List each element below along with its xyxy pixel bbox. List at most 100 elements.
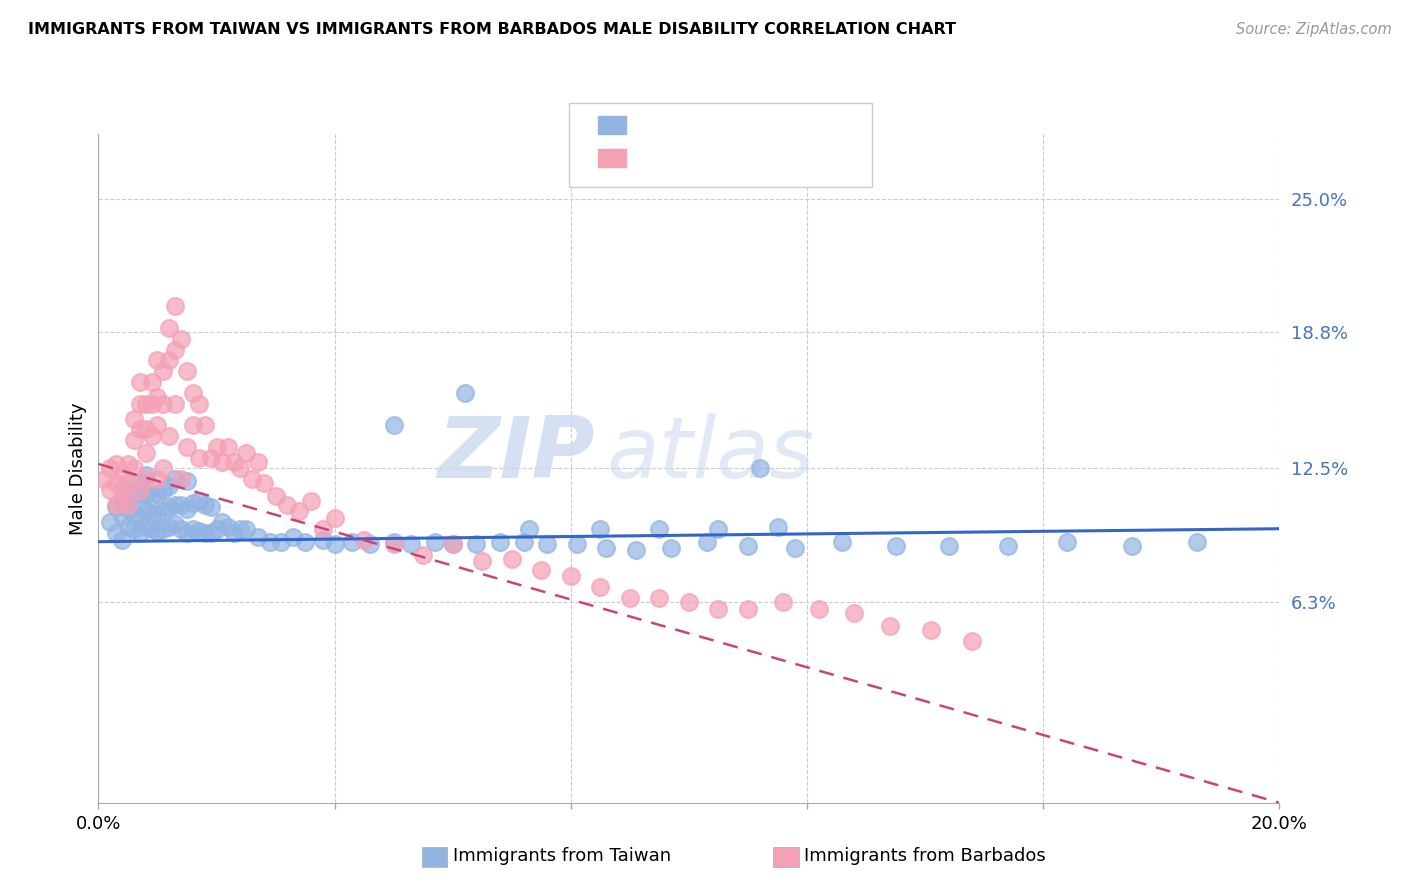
Point xyxy=(128,375,150,389)
Point xyxy=(648,522,671,536)
Point xyxy=(205,440,228,454)
Point xyxy=(595,541,617,556)
Point xyxy=(920,623,942,637)
Point xyxy=(135,472,157,486)
Point xyxy=(489,534,512,549)
Point xyxy=(589,580,612,594)
Point xyxy=(135,519,157,533)
Point xyxy=(141,522,163,536)
Point xyxy=(283,530,305,544)
Point xyxy=(194,418,217,433)
Point xyxy=(807,601,830,615)
Point xyxy=(111,493,134,508)
Point xyxy=(441,537,464,551)
Point xyxy=(135,396,157,410)
Point xyxy=(259,534,281,549)
Point xyxy=(831,534,853,549)
Point xyxy=(187,396,209,410)
Point xyxy=(111,467,134,482)
Point xyxy=(128,511,150,525)
Point xyxy=(1185,534,1208,549)
Point xyxy=(165,472,187,486)
Point xyxy=(211,455,233,469)
Point xyxy=(135,487,157,501)
Point xyxy=(772,595,794,609)
Point xyxy=(240,472,263,486)
Point xyxy=(146,472,169,486)
Point xyxy=(453,385,475,400)
Point xyxy=(122,434,145,448)
Point xyxy=(117,476,139,491)
Point xyxy=(270,534,292,549)
Point xyxy=(187,524,209,538)
Point xyxy=(157,478,180,492)
Point xyxy=(423,534,446,549)
Point xyxy=(165,498,187,512)
Point xyxy=(235,522,257,536)
Point xyxy=(128,396,150,410)
Point xyxy=(165,300,187,314)
Point xyxy=(176,526,198,541)
Point xyxy=(294,534,316,549)
Point xyxy=(217,440,239,454)
Point xyxy=(200,500,222,515)
Point xyxy=(323,537,346,551)
Point xyxy=(111,493,134,508)
Point xyxy=(229,522,252,536)
Point xyxy=(785,541,807,556)
Text: N =: N = xyxy=(734,114,773,132)
Point xyxy=(170,332,193,346)
Point xyxy=(194,526,217,541)
Point xyxy=(157,353,180,368)
Point xyxy=(157,500,180,515)
Point xyxy=(246,455,269,469)
Point xyxy=(165,517,187,532)
Point xyxy=(105,457,128,471)
Point xyxy=(235,446,257,460)
Point xyxy=(135,422,157,436)
Point xyxy=(879,619,901,633)
Point xyxy=(512,534,534,549)
Point xyxy=(157,429,180,443)
Text: atlas: atlas xyxy=(606,413,814,497)
Point xyxy=(117,457,139,471)
Point xyxy=(181,385,204,400)
Point xyxy=(152,396,174,410)
Point xyxy=(152,522,174,536)
Point xyxy=(98,461,121,475)
Point xyxy=(187,493,209,508)
Point xyxy=(146,507,169,521)
Point xyxy=(382,537,405,551)
Point xyxy=(181,522,204,536)
Point xyxy=(111,508,134,523)
Point xyxy=(312,533,335,547)
Point xyxy=(187,450,209,465)
Text: R =: R = xyxy=(636,114,675,132)
Point xyxy=(117,498,139,512)
Text: Immigrants from Taiwan: Immigrants from Taiwan xyxy=(453,847,671,865)
Point xyxy=(146,524,169,538)
Point xyxy=(122,507,145,521)
Point xyxy=(98,515,121,529)
Point xyxy=(141,429,163,443)
Point xyxy=(253,476,276,491)
Point xyxy=(135,446,157,460)
Point xyxy=(146,487,169,501)
Point xyxy=(246,530,269,544)
Point xyxy=(181,418,204,433)
Text: -0.089: -0.089 xyxy=(679,147,744,165)
Point xyxy=(997,539,1019,553)
Point xyxy=(117,519,139,533)
Point xyxy=(141,507,163,521)
Point xyxy=(157,321,180,335)
Point xyxy=(589,522,612,536)
Point xyxy=(766,519,789,533)
Point xyxy=(707,601,730,615)
Point xyxy=(176,475,198,489)
Point xyxy=(128,483,150,497)
Point xyxy=(200,450,222,465)
Point xyxy=(122,411,145,425)
Point xyxy=(122,489,145,503)
Point xyxy=(624,543,647,558)
Point xyxy=(117,483,139,497)
